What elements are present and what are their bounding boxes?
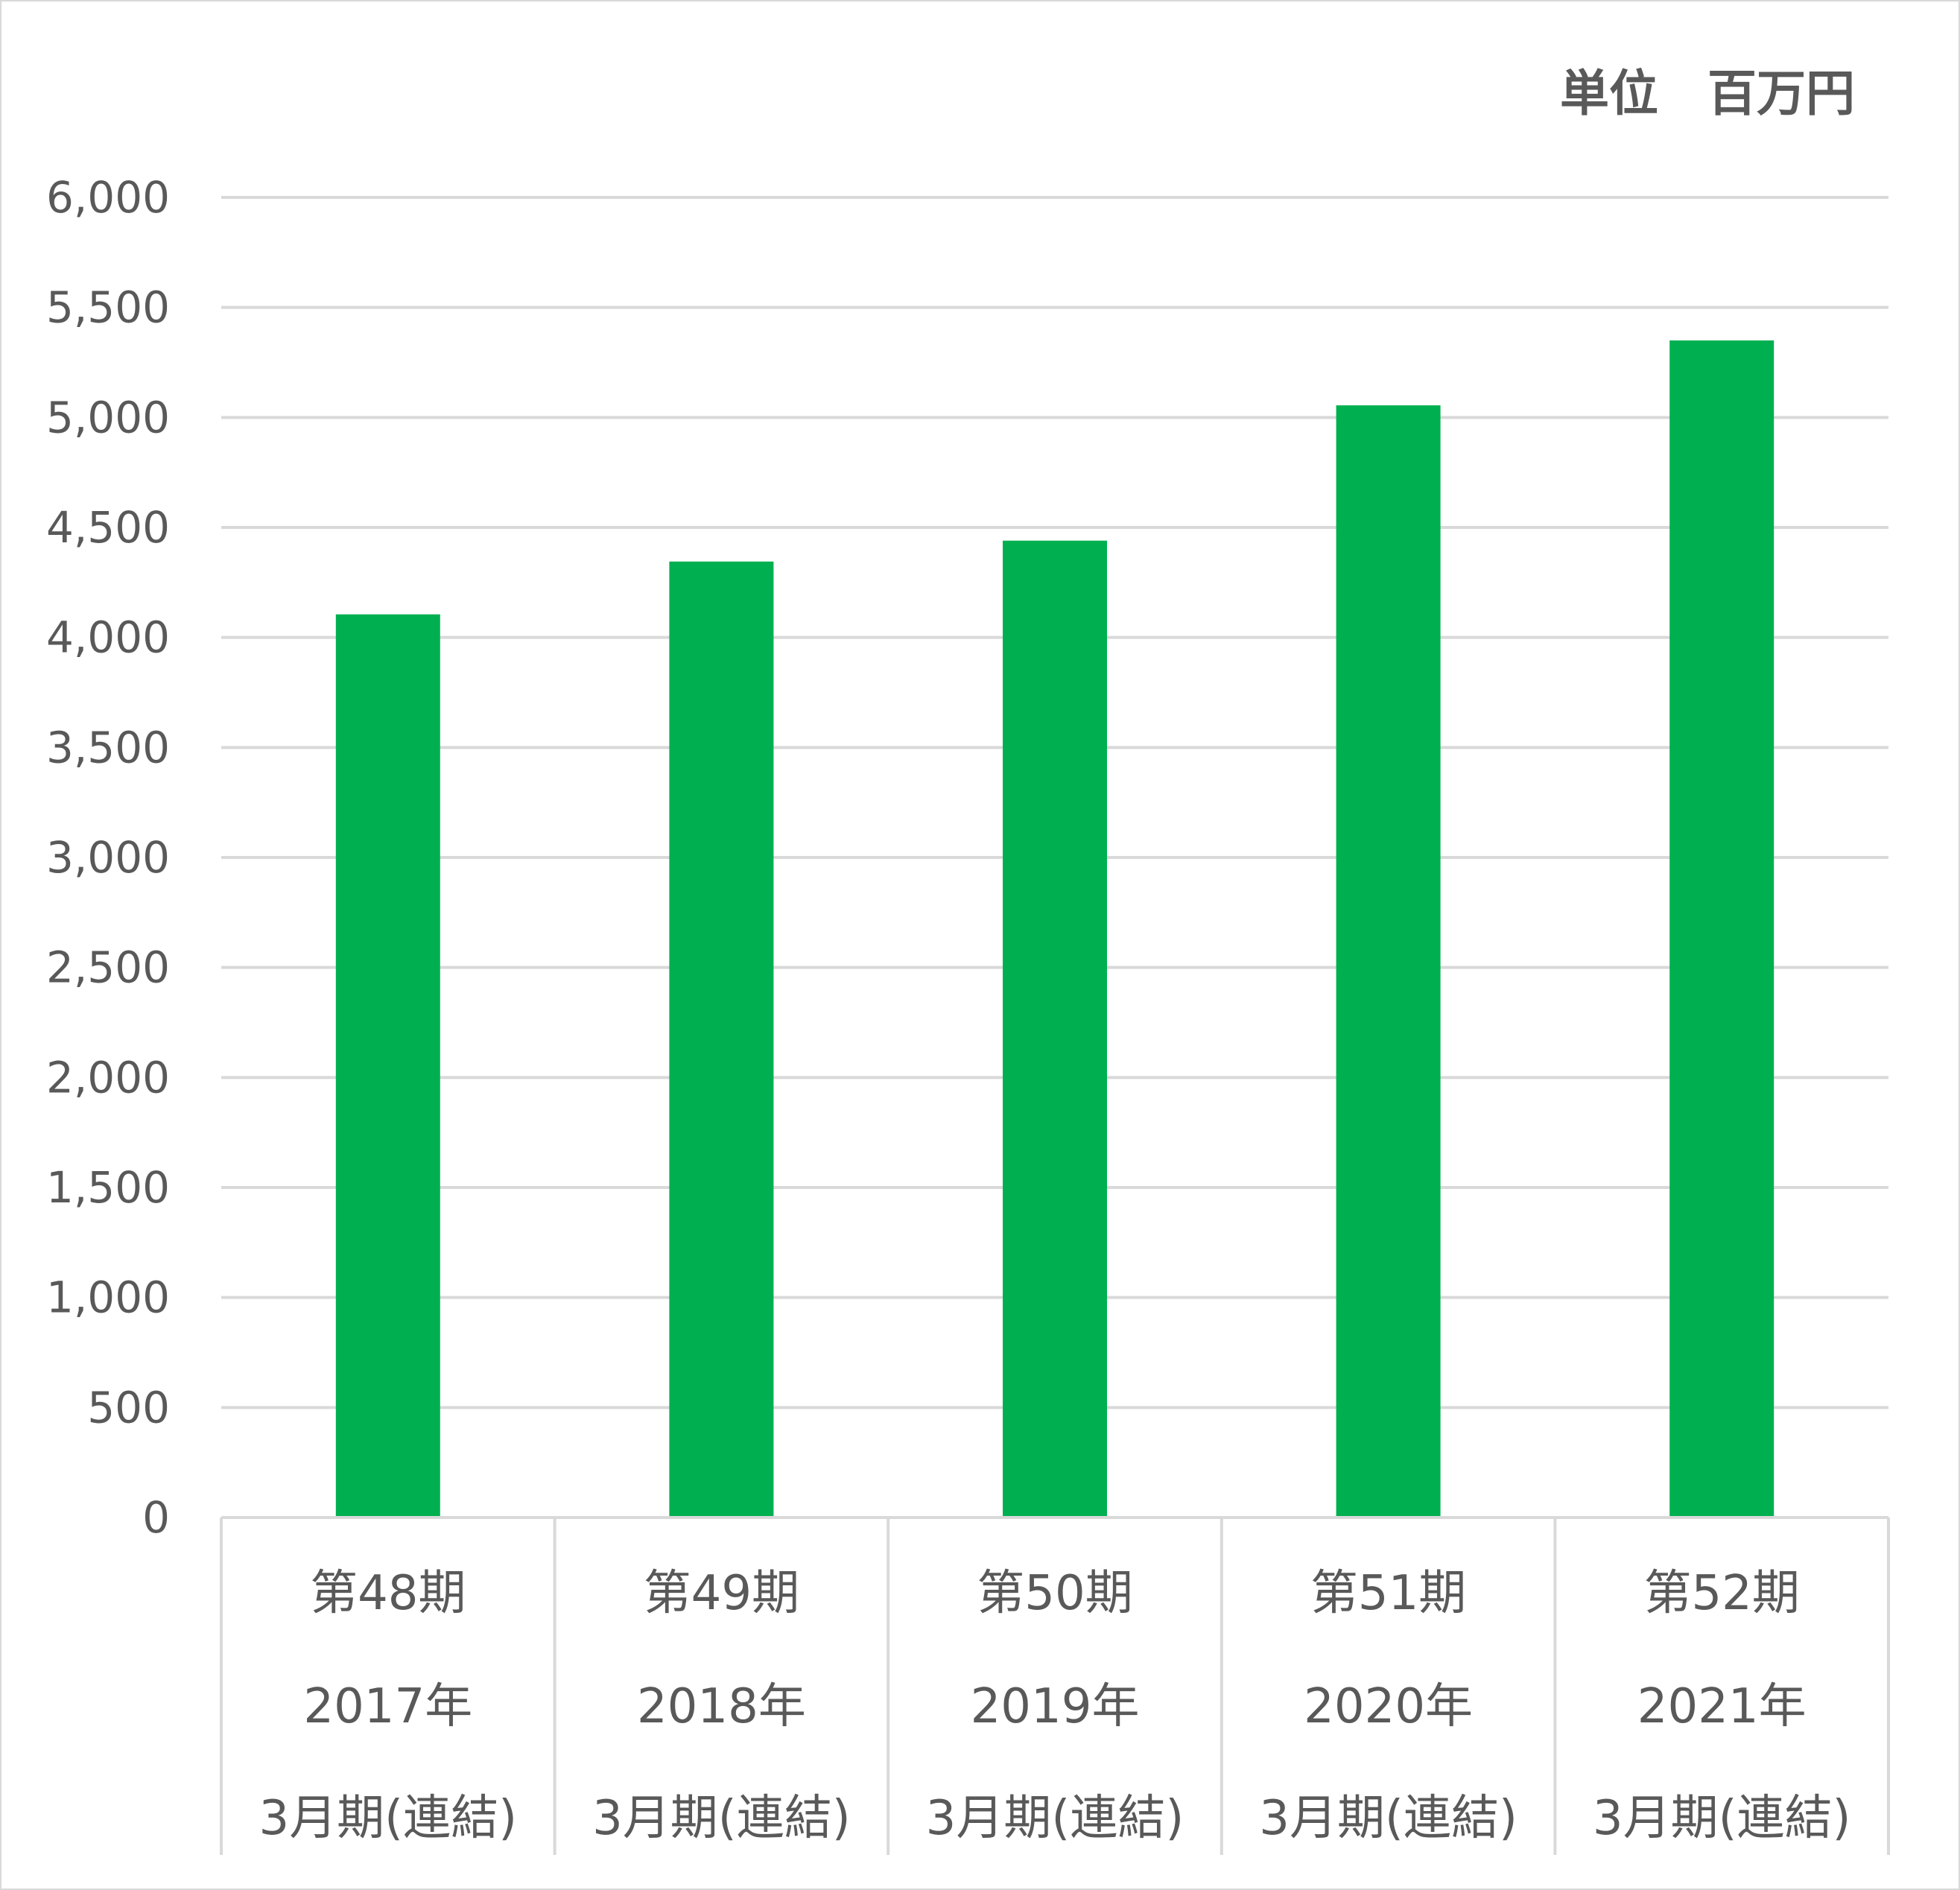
y-tick-label: 3,500	[46, 722, 170, 773]
x-category-label: 第51期	[1310, 1566, 1466, 1621]
x-category-label: 3月期(連結)	[592, 1791, 851, 1846]
x-category-label: 3月期(連結)	[259, 1791, 517, 1846]
y-tick-label: 1,000	[46, 1272, 170, 1323]
y-tick-label: 2,500	[46, 942, 170, 993]
y-axis: 0 500 1,000 1,500 2,000 2,500 3,000 3,500 4,000 4…	[46, 172, 170, 1543]
x-category-label: 第48期	[310, 1566, 466, 1621]
bar	[1669, 340, 1775, 1518]
bar	[335, 614, 440, 1518]
y-tick-label: 2,000	[46, 1052, 170, 1103]
x-category-label: 第50期	[977, 1566, 1132, 1621]
bar	[1003, 540, 1107, 1518]
x-category-label: 第52期	[1643, 1566, 1799, 1621]
bar	[1336, 405, 1441, 1518]
x-category-label: 2019年	[971, 1679, 1140, 1734]
y-tick-label: 4,500	[46, 502, 170, 553]
x-category-label: 第49期	[644, 1566, 799, 1621]
y-tick-label: 3,000	[46, 832, 170, 883]
unit-label: 単位 百万円	[1560, 65, 1855, 122]
x-category-label: 3月期(連結)	[926, 1791, 1184, 1846]
bars	[335, 340, 1775, 1518]
x-category-label: 2020年	[1304, 1679, 1473, 1734]
y-tick-label: 4,000	[46, 612, 170, 663]
x-category-label: 2018年	[637, 1679, 806, 1734]
y-tick-label: 1,500	[46, 1162, 170, 1213]
bar	[669, 561, 774, 1518]
x-axis: 第48期 2017年 3月期(連結) 第49期 2018年 3月期(連結) 第50期 2019…	[220, 1516, 1890, 1855]
y-tick-label: 5,000	[46, 392, 170, 443]
y-tick-label: 0	[142, 1492, 170, 1543]
x-category-label: 2021年	[1637, 1679, 1807, 1734]
y-tick-label: 5,500	[46, 282, 170, 333]
y-tick-label: 6,000	[46, 172, 170, 223]
x-category-label: 3月期(連結)	[1593, 1791, 1851, 1846]
y-tick-label: 500	[87, 1382, 170, 1433]
x-category-label: 2017年	[303, 1679, 472, 1734]
x-category-label: 3月期(連結)	[1259, 1791, 1517, 1846]
